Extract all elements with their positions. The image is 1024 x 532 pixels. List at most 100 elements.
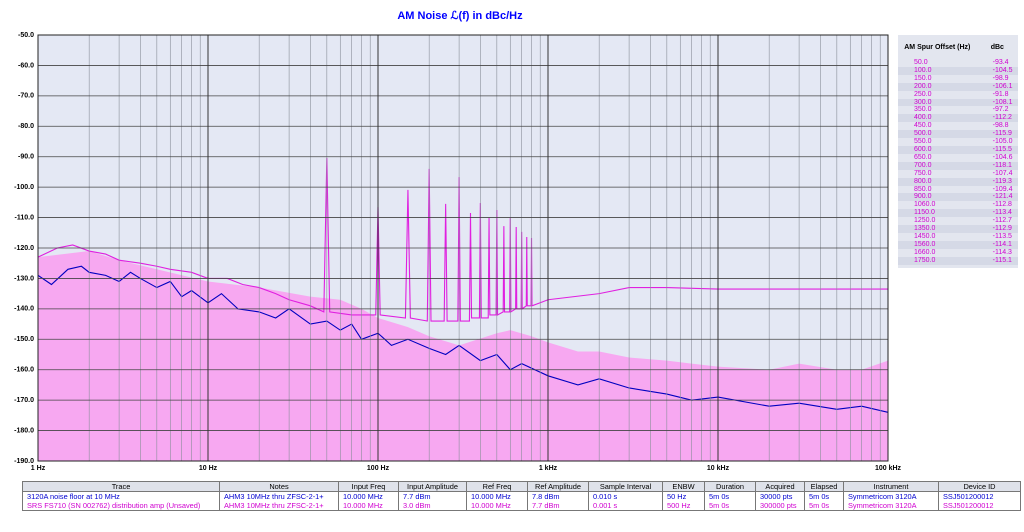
trace-line [38, 265, 888, 413]
trace-cell: 500 Hz [662, 501, 705, 511]
spur-cell: 300.0 [898, 98, 977, 107]
trace-header: Acquired [755, 481, 805, 492]
spur-row: 200.0 -106.1 [898, 82, 1018, 91]
spur-row: 600.0 -115.5 [898, 145, 1018, 154]
spur-cell: -98.8 [992, 122, 1009, 130]
spur-cell: -107.4 [992, 169, 1013, 177]
trace-cell: Symmetricom 3120A [843, 491, 939, 501]
y-tick-label: -90.0 [18, 154, 34, 161]
spur-row: 400.0 -112.2 [898, 114, 1018, 123]
spur-cell: -112.2 [976, 114, 1018, 123]
spur-cell: -119.3 [976, 177, 1018, 186]
spur-cell: 1150.0 [898, 209, 977, 218]
spur-cell: 1660.0 [914, 248, 936, 256]
spur-cell: -112.8 [992, 201, 1012, 209]
spur-cell: 800.0 [898, 177, 977, 186]
spur-row: 350.0 -97.2 [898, 106, 1018, 114]
y-tick-label: -170.0 [14, 397, 34, 404]
trace-header: Ref Freq [466, 481, 528, 492]
x-tick-label: 10 Hz [199, 465, 218, 472]
trace-cell: AHM3 10MHz thru ZFSC-2-1+ [219, 501, 339, 511]
y-tick-label: -150.0 [14, 336, 34, 343]
spur-row: 700.0 -118.1 [898, 161, 1018, 170]
spur-table: AM Spur Offset (Hz) dBc 50.0 -93.4 100.0 -104… [898, 35, 1018, 265]
spur-cell: 400.0 [898, 114, 977, 123]
spur-row: 1660.0 -114.3 [898, 249, 1018, 257]
y-tick-label: -190.0 [14, 458, 34, 465]
spur-row: 100.0 -104.5 [898, 66, 1018, 75]
trace-cell: 0.001 s [588, 501, 663, 511]
spur-cell: -115.9 [976, 130, 1018, 139]
y-tick-label: -60.0 [18, 62, 34, 69]
spur-cell: 1560.0 [898, 240, 977, 249]
trace-cell: SSJ501200012 [938, 501, 1021, 511]
trace-cell: 10.000 MHz [338, 491, 399, 501]
trace-cell: 5m 0s [704, 501, 756, 511]
spur-cell: 450.0 [914, 122, 932, 130]
spur-cell: 1450.0 [914, 232, 936, 240]
spur-cell: 500.0 [898, 130, 977, 139]
spur-cell: -112.7 [992, 217, 1012, 225]
spur-cell: 550.0 [914, 138, 932, 146]
spur-cell: -109.4 [992, 185, 1013, 193]
spur-cell: -113.4 [976, 209, 1018, 218]
y-tick-label: -50.0 [18, 32, 34, 39]
spur-cell: 350.0 [914, 106, 932, 114]
trace-cell: 5m 0s [804, 501, 844, 511]
x-tick-label: 100 kHz [875, 465, 902, 472]
y-tick-label: -80.0 [18, 123, 34, 130]
spur-row: 50.0 -93.4 [898, 59, 1018, 67]
y-tick-label: -100.0 [14, 184, 34, 191]
spur-cell: -113.5 [992, 232, 1012, 240]
spur-cell: -114.3 [992, 248, 1012, 256]
spur-row: 550.0 -105.0 [898, 138, 1018, 146]
trace-table: Trace Notes Input Freq Input Amplitude Ref F… [22, 481, 1021, 511]
spur-cell: -121.4 [976, 193, 1018, 202]
spur-cell: 250.0 [914, 90, 932, 98]
spur-cell: -115.5 [976, 145, 1018, 154]
trace-cell: AHM3 10MHz thru ZFSC-2-1+ [219, 491, 339, 501]
spur-panel: AM Spur Offset (Hz) dBc 50.0 -93.4 100.0 -104… [898, 35, 1018, 268]
spur-cell: 150.0 [914, 74, 932, 82]
spur-row: 1450.0 -113.5 [898, 233, 1018, 241]
spur-row: 850.0 -109.4 [898, 186, 1018, 194]
spur-row: 150.0 -98.9 [898, 75, 1018, 83]
trace-cell: Symmetricom 3120A [843, 501, 939, 511]
trace-cell: 7.7 dBm [527, 501, 589, 511]
plot-border [37, 34, 889, 462]
y-tick-label: -140.0 [14, 306, 34, 313]
y-tick-label: -110.0 [15, 214, 35, 221]
spur-cell: -98.9 [992, 74, 1009, 82]
spur-cell: 100.0 [898, 66, 977, 75]
trace-cell: SRS FS710 (SN 002762) distribution amp (… [22, 501, 220, 511]
x-tick-label: 10 kHz [707, 465, 730, 472]
y-tick-label: -180.0 [14, 427, 34, 434]
trace-cell: 30000 pts [755, 491, 805, 501]
trace-header: Elapsed [804, 481, 844, 492]
trace-cell: 7.8 dBm [527, 491, 589, 501]
y-tick-label: -130.0 [14, 275, 34, 282]
trace-cell: 10.000 MHz [466, 491, 528, 501]
spur-row: 1350.0 -112.9 [898, 225, 1018, 233]
trace-header: Input Freq [338, 481, 399, 492]
spur-row: 800.0 -119.3 [898, 177, 1018, 186]
trace-header: Notes [219, 481, 339, 492]
trace-header: Trace [22, 481, 220, 492]
x-tick-label: 1 kHz [539, 465, 558, 472]
trace-cell: 0.010 s [588, 491, 663, 501]
spur-row: 1750.0 -115.1 [898, 256, 1018, 265]
spur-cell: 1060.0 [914, 201, 936, 209]
trace-header: Device ID [938, 481, 1021, 492]
trace-cell: 50 Hz [662, 491, 705, 501]
spur-cell: 700.0 [898, 161, 977, 170]
spur-cell: -112.9 [976, 225, 1018, 233]
trace-cell: 3120A noise floor at 10 MHz [22, 491, 220, 501]
spur-header: dBc [990, 43, 1004, 51]
trace-header: Duration [704, 481, 756, 492]
spur-cell: -115.1 [976, 256, 1018, 265]
spur-row: 450.0 -98.8 [898, 122, 1018, 130]
spur-cell: -106.1 [976, 82, 1018, 91]
trace-cell: 10.000 MHz [466, 501, 528, 511]
spur-cell: -114.1 [976, 240, 1018, 249]
trace-cell: 3.0 dBm [398, 501, 467, 511]
